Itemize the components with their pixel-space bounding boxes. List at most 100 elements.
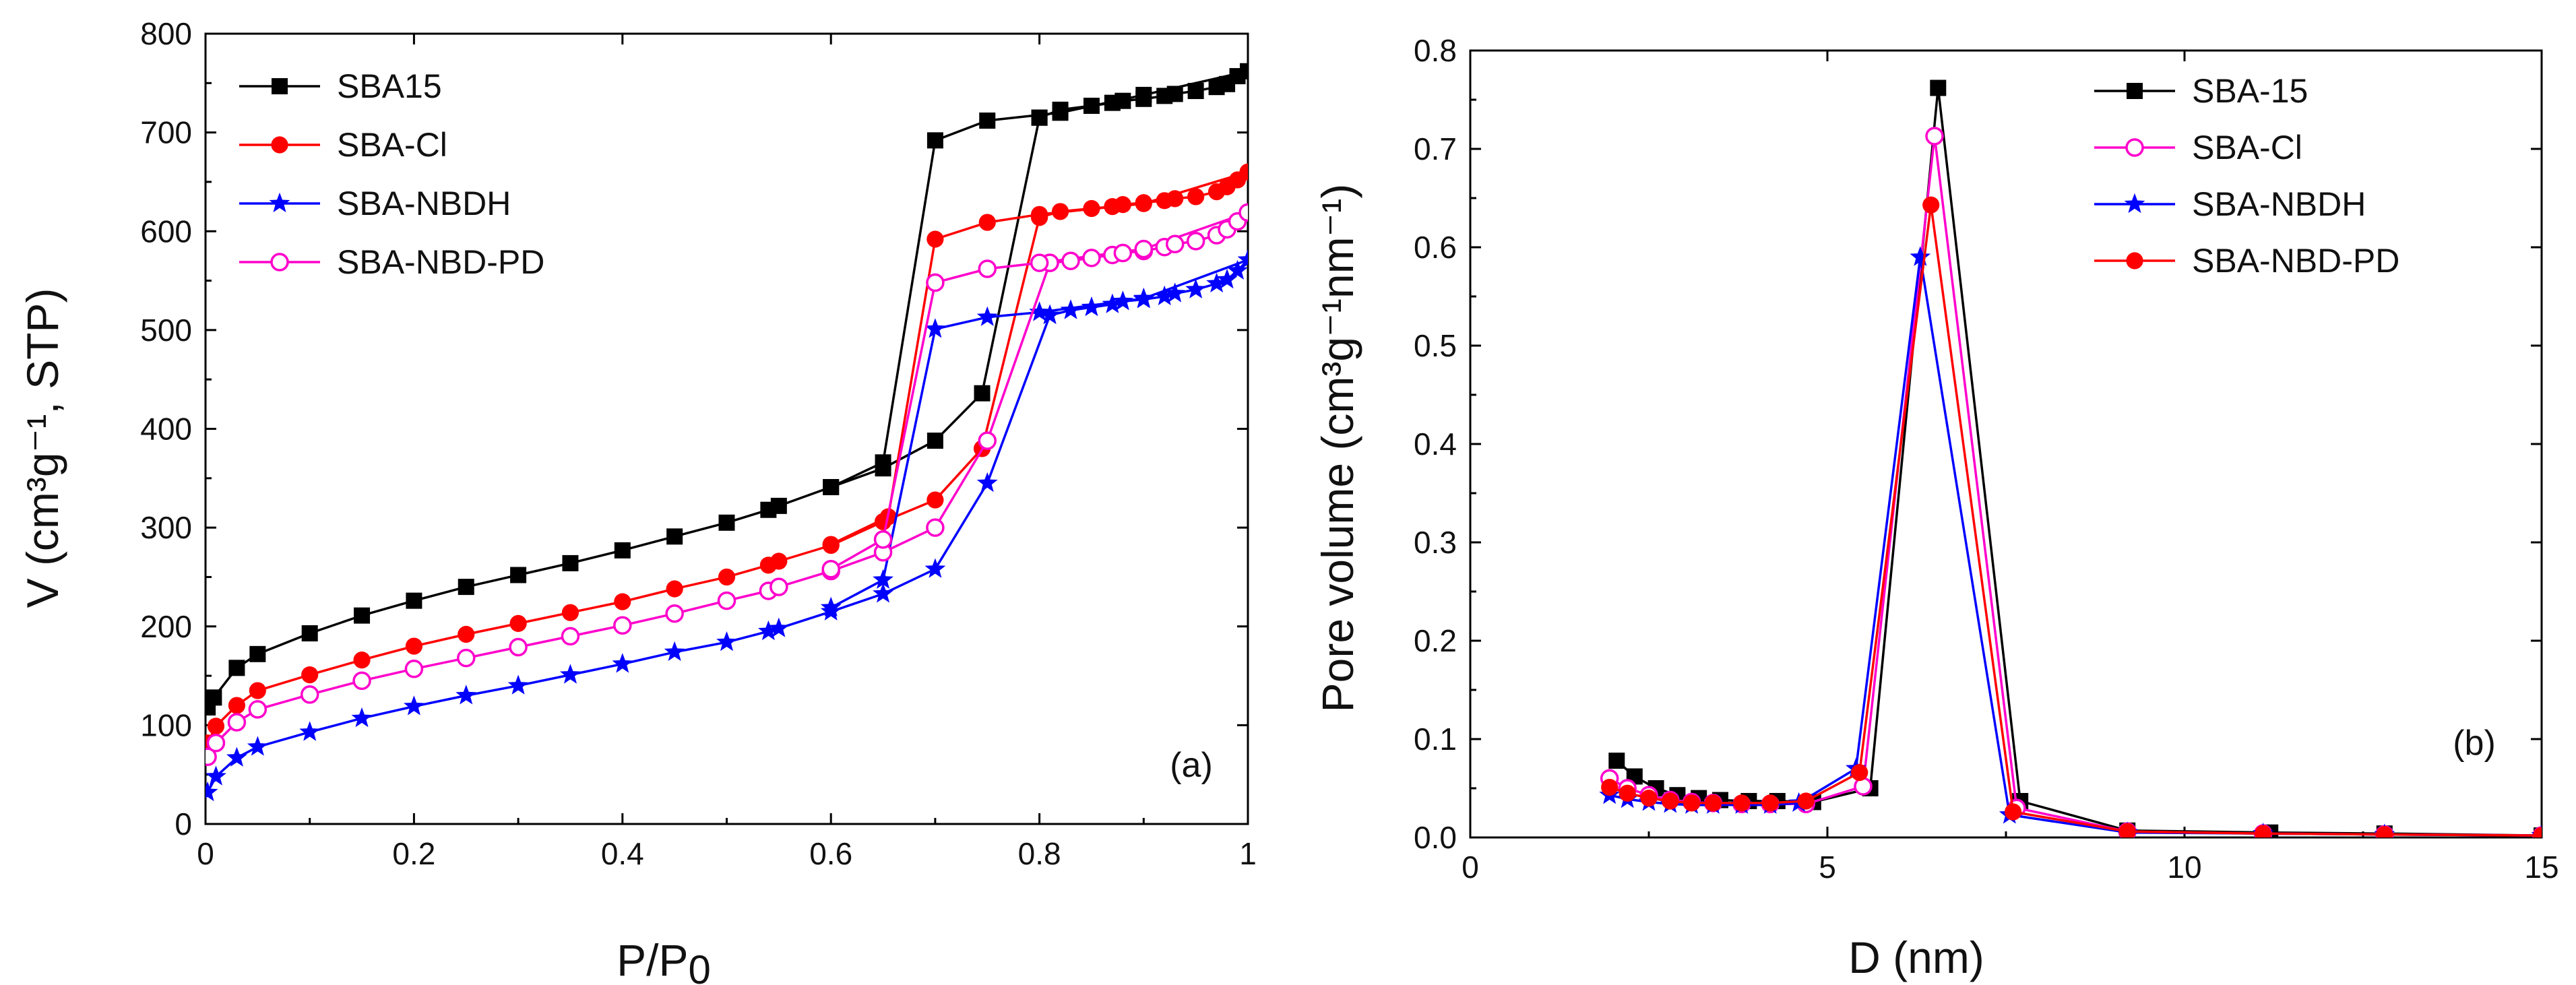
panel-a-series-sba-nbdh-point (206, 765, 226, 786)
panel-b-series-sba-nbd-pd-point (1733, 794, 1751, 812)
panel-b-series-sba-nbd-pd-point (1619, 784, 1636, 802)
panel-a-series-sba-nbdh-point (455, 685, 477, 705)
panel-a-series-sba-nbdh-point (1112, 290, 1133, 311)
panel-a-chart: V (cm³g⁻¹, STP) P/P0 0 0.2 0.4 0.6 0.8 1 0 100 2… (18, 16, 1257, 985)
panel-a-series-sba15-point (926, 132, 943, 149)
panel-a-series-sba-nbdh-point (1164, 282, 1186, 303)
panel-a-x-tick-label: 1 (1239, 836, 1257, 871)
panel-b-series-sba-nbd-pd-point (2533, 827, 2542, 837)
panel-a-series-sba15-point (354, 607, 371, 624)
panel-a-y-tick-label: 800 (140, 16, 192, 51)
panel-a-series-sba15-line (830, 69, 1248, 488)
panel-a-series-sba-nbd-pd-point (926, 273, 945, 292)
panel-a-series-sba15-point (823, 479, 840, 496)
panel-a-y-tick-label: 400 (140, 412, 192, 447)
panel-a-legend-label: SBA-NBDH (337, 185, 511, 222)
panel-a-series-sba-cl-point (770, 552, 788, 570)
panel-a-x-axis-label: P/P0 (617, 935, 711, 985)
panel-a-series-sba15-line (206, 117, 1041, 708)
panel-a-series-sba-nbdh-point (247, 736, 268, 756)
panel-a-legend-marker (269, 192, 290, 213)
panel-a-series-sba-nbd-pd-point (1113, 243, 1133, 263)
panel-a-series-sba-cl-line (206, 217, 1041, 744)
panel-a-series-sba-nbdh-point (1216, 268, 1238, 289)
panel-a-series-sba15-point (1135, 86, 1152, 103)
panel-b-series-sba-nbd-pd-line (1609, 203, 2542, 837)
panel-a-y-tick-label: 700 (140, 115, 192, 150)
panel-b-series-sba-nbd-pd-point (1662, 792, 1679, 810)
panel-a-series-sba-nbdh-point (351, 707, 373, 728)
panel-a-series-sba-nbd-pd-point (1030, 253, 1049, 272)
panel-a-series-sba-nbdh-point (716, 631, 737, 652)
panel-a-series-sba-nbdh-point (1154, 285, 1175, 306)
panel-a-legend: SBA15 SBA-Cl SBA-NBDH SBA-NBD-PD (239, 67, 544, 281)
panel-a-series-sba15-point (1187, 83, 1204, 100)
panel-b-legend-marker (2125, 138, 2144, 157)
panel-a-series-sba15-point (206, 689, 222, 706)
panel-a-y-tick-label: 100 (140, 707, 192, 742)
panel-a-series-sba-nbdh-point (1206, 272, 1227, 293)
panel-b-y-tick-label: 0.3 (1414, 525, 1457, 560)
panel-b-series-sba-nbd-pd-point (1601, 778, 1619, 796)
panel-b-y-tick-label: 0.1 (1414, 722, 1457, 757)
panel-b-series-sba-nbd-pd-point (1761, 794, 1779, 812)
panel-a-series-sba-nbdh-point (1227, 259, 1248, 280)
panel-a-series-sba-cl-point (405, 637, 423, 655)
panel-b-legend: SBA-15 SBA-Cl SBA-NBDH SBA-NBD-PD (2094, 72, 2399, 280)
panel-b-legend-marker (2126, 252, 2143, 269)
panel-b-legend-label: SBA-Cl (2192, 129, 2302, 166)
panel-a-series-sba-cl-point (353, 652, 371, 669)
panel-a-series-sba-nbd-pd-point (206, 734, 226, 753)
panel-b-y-tick-label: 0.6 (1414, 230, 1457, 265)
panel-b-legend-marker (2124, 193, 2145, 214)
panel-a-series-sba-nbd-pd-point (352, 671, 371, 691)
panel-b-x-axis-label: D (nm) (1848, 932, 1984, 982)
panel-b-series-sba-nbd-pd-point (1851, 764, 1868, 782)
panel-a-x-tick-label: 0.8 (1018, 836, 1061, 871)
panel-b-panel-annotation: (b) (2453, 724, 2496, 763)
panel-b-legend-label: SBA-NBDH (2192, 185, 2366, 223)
panel-a-legend-marker (272, 78, 288, 94)
panel-a-y-tick-label: 200 (140, 609, 192, 644)
panel-a-legend-label: SBA-Cl (337, 126, 447, 164)
panel-b-series-sba-cl-line (1608, 135, 2542, 837)
panel-a-series-sba15-point (1114, 92, 1131, 109)
panel-a-series-sba-nbd-pd-point (1134, 239, 1154, 259)
panel-a-series-sba-nbdh-point (507, 674, 529, 695)
panel-b-series-sba-nbd-pd-point (2376, 826, 2393, 837)
panel-a-legend-label: SBA-NBD-PD (337, 243, 544, 281)
panel-a-series-sba-nbdh-point (820, 596, 842, 616)
panel-b-x-tick-label: 10 (2167, 850, 2201, 885)
panel-a-series-sba-nbd-pd-point (457, 648, 476, 668)
panel-a-series-sba-nbdh-point (560, 664, 581, 684)
panel-b-series-sba-cl-point (1925, 127, 1944, 146)
panel-a-series-sba15-point (770, 497, 787, 514)
panel-a-legend-marker (270, 253, 289, 272)
panel-a-series-sba-nbd-pd-point (300, 685, 319, 704)
panel-a-series-sba15-point (562, 554, 579, 571)
panel-a-series-sba-nbdh-point (1081, 296, 1102, 317)
panel-a-y-tick-label: 500 (140, 313, 192, 348)
panel-a-series-sba-cl-point (1239, 163, 1248, 181)
panel-a-series-sba15-point (1052, 104, 1069, 121)
panel-a-series-sba-nbd-pd-point (821, 559, 840, 579)
panel-a-series-sba-cl-point (978, 214, 996, 231)
panel-a-series-sba-cl-point (561, 604, 579, 621)
panel-b-legend-label: SBA-NBD-PD (2192, 242, 2399, 280)
panel-a-series-sba15-point (1083, 98, 1100, 115)
panel-a-series-sba-nbdh-point (924, 318, 946, 338)
panel-a-series-sba-nbdh-point (1185, 278, 1207, 298)
panel-a-series-sba-cl-point (228, 697, 246, 714)
panel-a-series-sba-nbdh-point (299, 721, 321, 741)
panel-a-series-sba-nbdh-point (924, 558, 946, 578)
panel-a-series-sba-nbdh-point (1133, 287, 1154, 308)
panel-a-series-sba15-point (718, 514, 735, 531)
panel-a-series-sba-nbd-pd-point (404, 660, 424, 678)
panel-a-series-sba15-point (979, 113, 996, 129)
panel-a-series-sba-nbd-pd-point (1061, 251, 1080, 270)
panel-b-y-tick-label: 0.2 (1414, 623, 1457, 658)
panel-b-series-sba-nbdh-line (1609, 255, 2542, 837)
panel-a-x-tick-label: 0 (197, 836, 214, 871)
panel-a-series-sba-nbd-pd-point (717, 591, 736, 610)
panel-a-series-sba15-point (1240, 63, 1248, 80)
